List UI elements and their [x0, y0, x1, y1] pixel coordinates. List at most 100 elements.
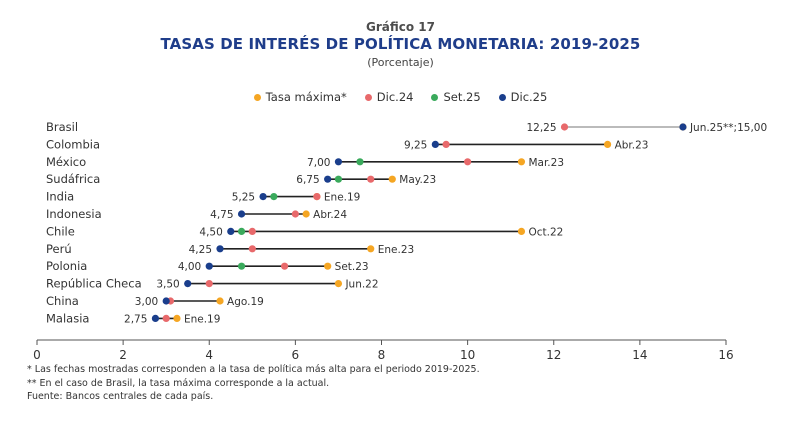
min-value-label: 3,00: [135, 296, 158, 308]
min-value-label: 4,00: [178, 261, 201, 273]
country-label: India: [46, 190, 74, 204]
max-date-label: Abr.24: [313, 209, 347, 221]
max-date-label: Jun.25**;15,00: [689, 122, 767, 134]
dot-dic25: [679, 123, 687, 131]
max-date-label: Jun.22: [344, 279, 378, 291]
country-label: República Checa: [46, 277, 142, 291]
max-date-label: Ene.23: [378, 244, 414, 256]
dot-dic25: [162, 297, 170, 305]
chart-unit: (Porcentaje): [367, 56, 434, 69]
x-tick-label: 16: [718, 348, 733, 362]
legend-item-dic24: Dic.24: [364, 90, 414, 104]
dot-dic25: [334, 158, 343, 166]
legend-label-dic25: Dic.25: [510, 90, 548, 104]
dot-dic25: [324, 175, 332, 183]
max-date-label: Mar.23: [528, 157, 564, 169]
chart-title: TASAS DE INTERÉS DE POLÍTICA MONETARIA: …: [160, 35, 641, 53]
legend: Tasa máxima* Dic.24 Set.25 Dic.25: [0, 90, 801, 104]
country-label: México: [46, 155, 86, 169]
dot-dic24: [560, 123, 569, 131]
legend-dot-dic25: [498, 93, 506, 101]
max-date-label: Set.23: [335, 261, 369, 273]
dot-dic24: [313, 193, 321, 201]
x-tick-label: 10: [460, 348, 475, 362]
dot-dic25: [259, 193, 267, 201]
footnote-1: * Las fechas mostradas corresponden a la…: [27, 364, 480, 375]
x-tick-label: 6: [292, 348, 300, 362]
dot-dic25: [205, 262, 213, 270]
legend-item-max: Tasa máxima*: [253, 90, 347, 104]
legend-dot-max: [253, 93, 261, 101]
x-tick-label: 2: [119, 348, 127, 362]
min-value-label: 5,25: [232, 192, 255, 204]
country-label: Colombia: [46, 137, 100, 151]
legend-label-dic24: Dic.24: [376, 90, 414, 104]
max-date-label: Abr.23: [615, 139, 649, 151]
dot-max: [324, 262, 332, 270]
dot-max: [603, 140, 612, 148]
min-value-label: 9,25: [404, 139, 427, 151]
footnote-2: ** En el caso de Brasil, la tasa máxima …: [27, 377, 330, 389]
legend-item-set25: Set.25: [431, 90, 481, 104]
min-value-label: 4,25: [189, 244, 212, 256]
country-label: Indonesia: [46, 207, 102, 221]
dot-max: [517, 158, 526, 166]
dot-max: [216, 297, 224, 305]
dot-set25: [237, 262, 246, 270]
country-label: Brasil: [46, 120, 78, 134]
max-date-label: May.23: [399, 174, 436, 186]
dot-dic25: [184, 280, 192, 288]
dot-dic24: [464, 158, 472, 166]
x-tick-label: 8: [378, 348, 386, 362]
dot-dic24: [367, 175, 375, 183]
country-label: Malasia: [46, 311, 89, 325]
dot-dic25: [227, 227, 235, 235]
dot-dic24: [291, 210, 299, 218]
x-tick-label: 0: [33, 348, 41, 362]
country-label: Perú: [46, 242, 72, 256]
dot-dic24: [281, 262, 289, 270]
max-date-label: Ene.19: [184, 313, 220, 325]
dot-max: [173, 314, 181, 322]
dot-dic25: [216, 245, 224, 253]
dot-max: [367, 245, 375, 253]
min-value-label: 12,25: [526, 122, 556, 134]
min-value-label: 7,00: [307, 157, 330, 169]
min-value-label: 4,50: [199, 226, 222, 238]
footnote-source: Fuente: Bancos centrales de cada país.: [27, 391, 214, 402]
legend-item-dic25: Dic.25: [498, 90, 548, 104]
min-value-label: 6,75: [296, 174, 319, 186]
dot-max: [388, 175, 396, 183]
dot-set25: [356, 158, 364, 166]
min-value-label: 3,50: [156, 279, 179, 291]
dot-dic25: [151, 314, 160, 322]
dot-max: [334, 280, 343, 288]
min-value-label: 4,75: [210, 209, 233, 221]
dot-set25: [237, 227, 246, 235]
min-value-label: 2,75: [124, 313, 147, 325]
x-tick-label: 14: [632, 348, 647, 362]
country-label: Polonia: [46, 259, 87, 273]
legend-label-max: Tasa máxima*: [265, 90, 347, 104]
dot-max: [517, 227, 526, 235]
legend-dot-dic24: [364, 93, 372, 101]
country-label: Sudáfrica: [46, 172, 100, 186]
max-date-label: Ago.19: [227, 296, 264, 308]
dot-dic24: [248, 227, 256, 235]
x-tick-label: 4: [205, 348, 213, 362]
country-label: Chile: [46, 224, 75, 238]
dot-dic24: [162, 314, 170, 322]
dot-dic25: [237, 210, 246, 218]
dot-dic24: [205, 280, 213, 288]
dot-set25: [334, 175, 343, 183]
footnotes: * Las fechas mostradas corresponden a la…: [27, 363, 480, 404]
chart-number: Gráfico 17: [366, 20, 435, 34]
dot-dic24: [442, 140, 450, 148]
legend-dot-set25: [431, 93, 439, 101]
x-tick-label: 12: [546, 348, 561, 362]
dot-max: [302, 210, 310, 218]
legend-label-set25: Set.25: [443, 90, 481, 104]
max-date-label: Oct.22: [528, 226, 563, 238]
dot-dic25: [431, 140, 439, 148]
